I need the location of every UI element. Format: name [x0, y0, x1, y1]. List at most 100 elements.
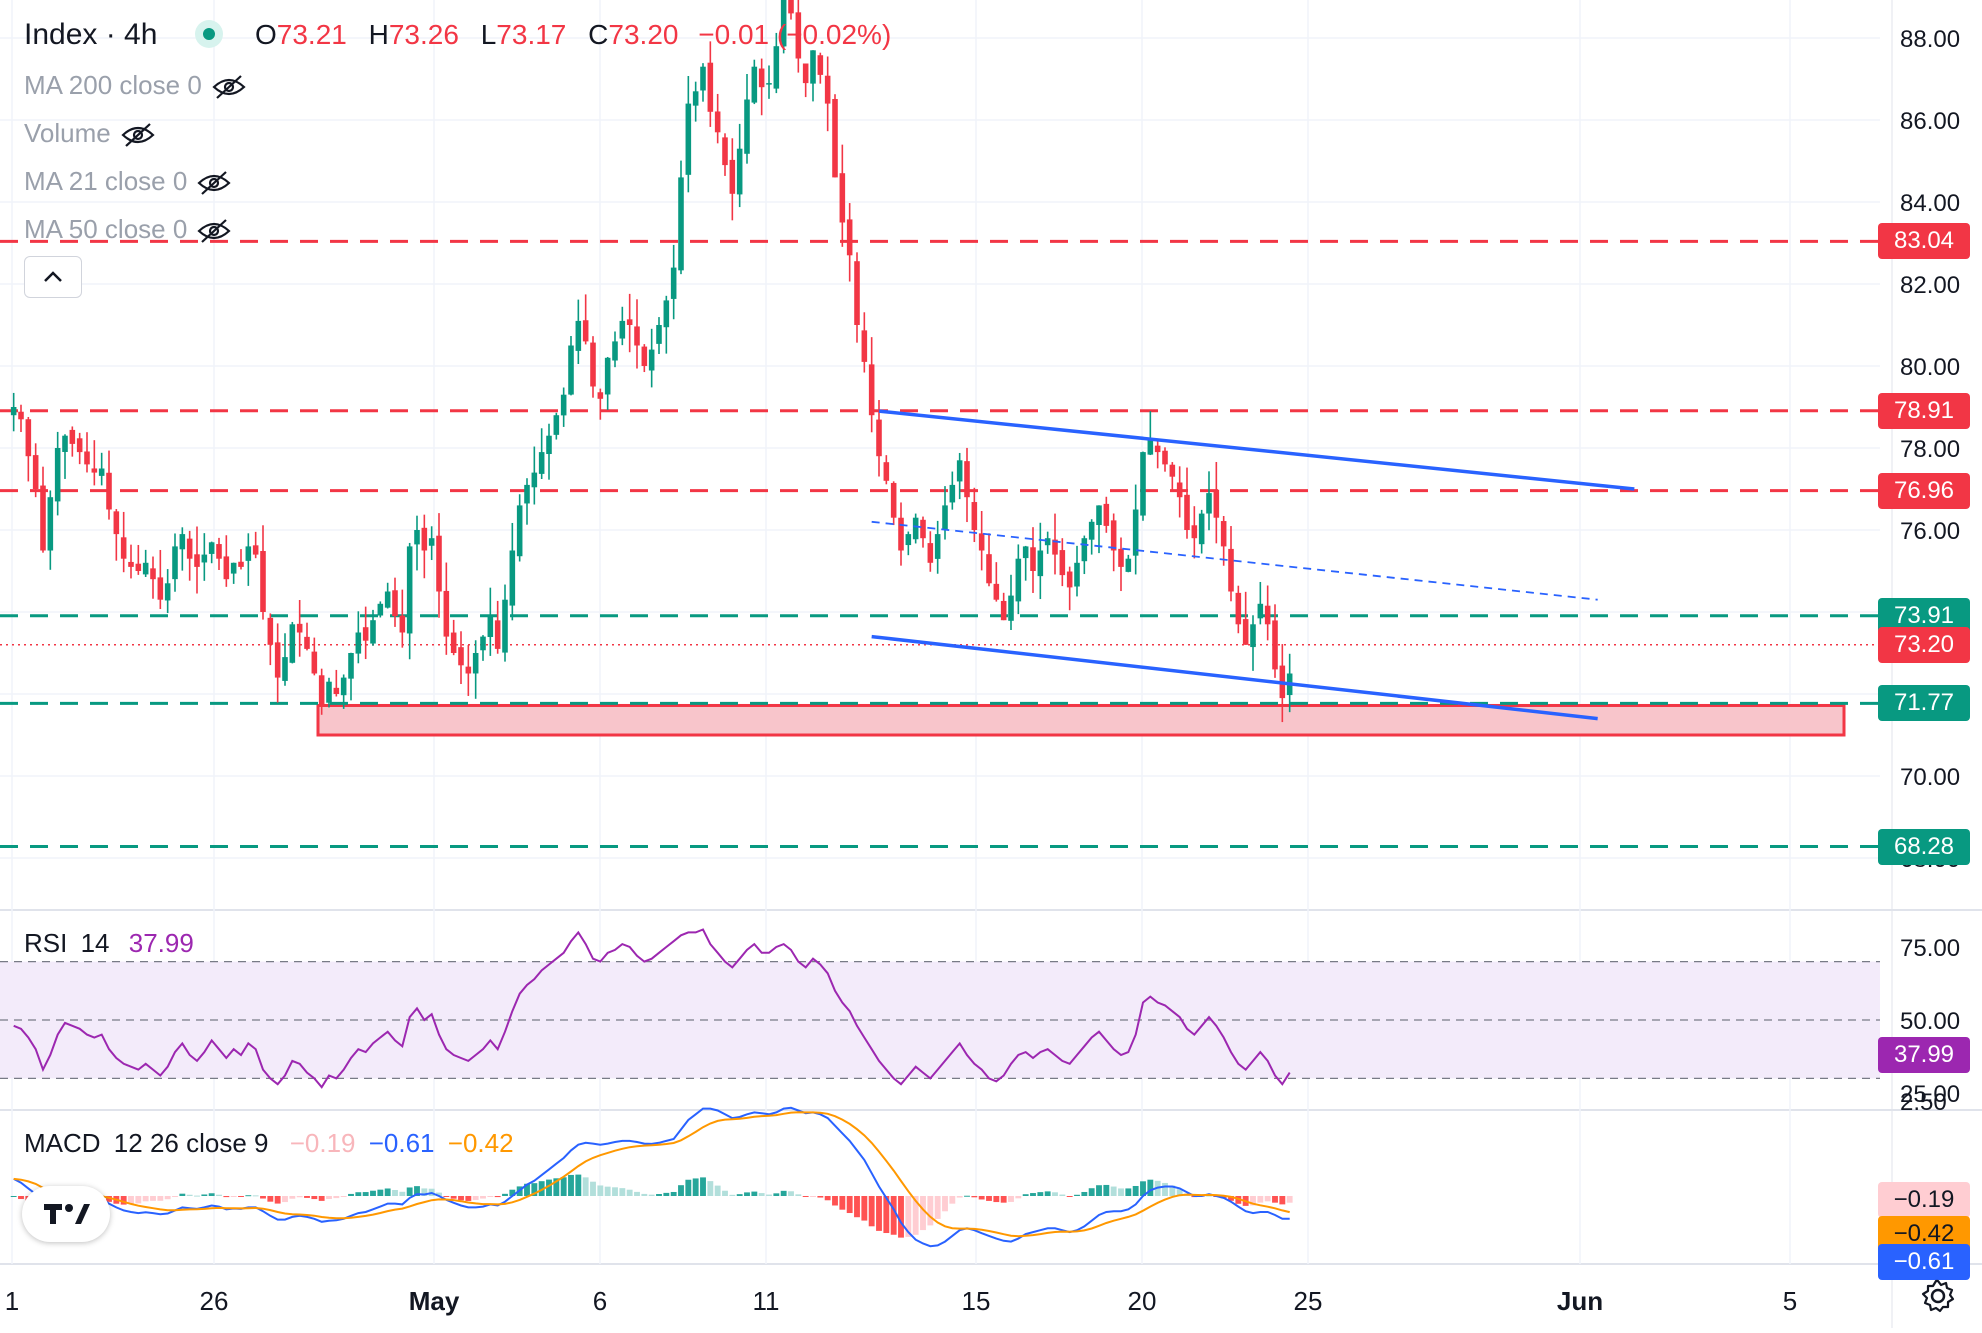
macd-histogram-bar: [905, 1196, 912, 1237]
eye-off-icon[interactable]: [197, 170, 231, 196]
candle-body: [370, 620, 376, 644]
candle-body: [817, 55, 824, 75]
macd-histogram-bar: [1000, 1196, 1007, 1203]
macd-label: MACD: [24, 1128, 101, 1158]
candle-body: [861, 330, 868, 362]
macd-histogram-bar: [1059, 1194, 1066, 1196]
candle: [340, 674, 347, 709]
candle: [326, 677, 332, 708]
candle: [238, 549, 244, 570]
candle-body: [1191, 525, 1198, 539]
candle-body: [157, 577, 164, 600]
ohlc-close: C73.20: [588, 19, 679, 50]
gear-icon[interactable]: [1920, 1278, 1956, 1314]
candle-body: [839, 173, 846, 223]
macd-histogram-bar: [538, 1181, 545, 1196]
indicator-legend-item[interactable]: MA 21 close 0: [24, 166, 231, 197]
indicator-label: MA 21 close 0: [24, 166, 188, 196]
candle: [414, 515, 420, 571]
collapse-legend-button[interactable]: [24, 256, 82, 298]
candle-body: [582, 320, 589, 342]
macd-histogram-bar: [1257, 1196, 1264, 1203]
macd-histogram-bar: [120, 1196, 127, 1205]
candle-body: [920, 519, 926, 539]
macd-histogram-bar: [546, 1179, 552, 1196]
candle-body: [502, 599, 508, 653]
candle-body: [62, 435, 68, 452]
candle-body: [1022, 546, 1029, 559]
candle-body: [524, 484, 530, 504]
channel-mid-line: [871, 520, 1598, 601]
macd-histogram-bar: [406, 1187, 413, 1196]
candle: [839, 144, 846, 247]
indicator-legend-item[interactable]: MA 200 close 0: [24, 70, 246, 101]
candle: [201, 533, 208, 581]
macd-histogram-bar: [619, 1188, 626, 1196]
candle-body: [773, 46, 780, 89]
time-tick-label: 25: [1294, 1286, 1323, 1316]
macd-histogram-bar: [920, 1196, 926, 1231]
candle: [538, 428, 545, 480]
candle: [142, 549, 149, 577]
price-tick-label: 80.00: [1900, 354, 1960, 381]
candle-body: [1125, 558, 1132, 572]
candle-body: [700, 66, 706, 91]
macd-histogram-bar: [1132, 1185, 1139, 1196]
candle-body: [560, 394, 567, 416]
candle: [252, 531, 259, 559]
candle: [1059, 538, 1066, 587]
candle-body: [201, 554, 208, 563]
macd-histogram-bar: [370, 1190, 376, 1196]
candle: [135, 544, 142, 575]
indicator-legend-item[interactable]: MA 50 close 0: [24, 214, 231, 245]
tradingview-logo-icon[interactable]: [22, 1186, 110, 1242]
macd-histogram-bar: [436, 1192, 442, 1196]
candle-body: [238, 561, 244, 567]
candle: [494, 600, 501, 654]
eye-off-icon[interactable]: [121, 122, 155, 148]
candle: [1162, 447, 1168, 472]
macd-histogram-bar: [348, 1193, 354, 1196]
candle-body: [406, 546, 413, 634]
macd-signal-line: [13, 1111, 1290, 1238]
candle: [942, 486, 948, 540]
macd-histogram-bar: [883, 1196, 890, 1234]
candle-body: [98, 468, 105, 476]
eye-off-icon[interactable]: [212, 74, 246, 100]
candle: [1198, 509, 1205, 554]
candle-body: [751, 66, 758, 103]
rsi-length: 14: [80, 928, 110, 958]
candle: [685, 76, 692, 193]
candle-body: [1228, 548, 1234, 592]
macd-histogram-bar: [626, 1189, 633, 1196]
candle: [641, 344, 648, 373]
candle: [260, 525, 266, 620]
macd-histogram-bar: [810, 1196, 816, 1197]
candle: [802, 63, 809, 98]
candle: [824, 56, 831, 132]
macd-histogram-bar: [472, 1196, 479, 1200]
rsi-legend: RSI 14 37.99: [24, 928, 194, 959]
candle: [670, 244, 677, 320]
candle-body: [590, 342, 596, 387]
candle-body: [1030, 547, 1036, 571]
symbol-title[interactable]: Index · 4h: [24, 18, 158, 51]
candle: [282, 633, 288, 686]
candle-body: [1206, 493, 1212, 514]
macd-histogram-bar: [399, 1191, 406, 1196]
candle: [604, 356, 611, 410]
candle: [1066, 566, 1073, 611]
macd-histogram-bar: [443, 1196, 450, 1197]
indicator-legend-item[interactable]: Volume: [24, 118, 155, 149]
candle-body: [1066, 571, 1073, 588]
macd-histogram-bar: [788, 1191, 794, 1196]
macd-histogram-bar: [597, 1185, 604, 1196]
candle: [700, 63, 706, 102]
candle: [230, 562, 237, 584]
candle-body: [47, 497, 54, 551]
macd-hist-value-label: −0.19: [1878, 1182, 1970, 1218]
candle: [172, 533, 178, 592]
candle-body: [106, 472, 112, 510]
eye-off-icon[interactable]: [197, 218, 231, 244]
